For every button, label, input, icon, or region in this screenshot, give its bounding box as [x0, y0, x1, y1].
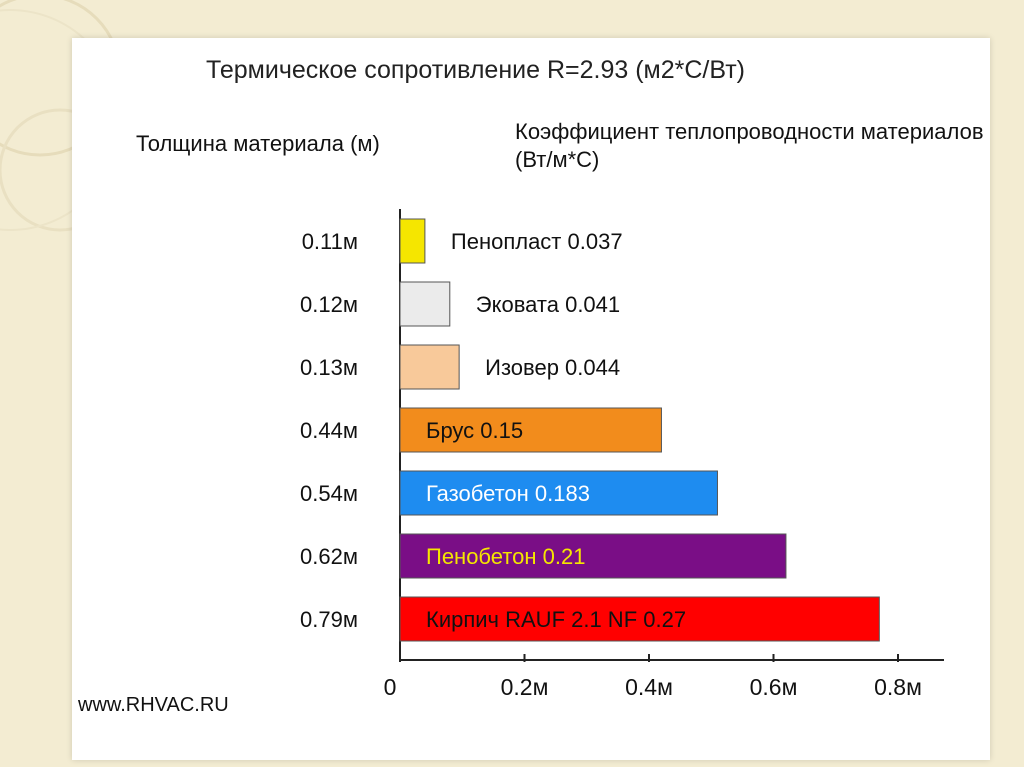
data-label: Пенобетон 0.21 — [426, 544, 585, 569]
x-tick-label: 0.4м — [625, 674, 673, 700]
bar — [399, 407, 662, 453]
bar-chart: 0 0.2м 0.4м 0.6м 0.8м 0.11м Пенопласт 0.037 0.1… — [300, 209, 944, 700]
chart-title: Термическое сопротивление R=2.93 (м2*С/В… — [206, 56, 745, 84]
coefficient-heading: Коэффициент теплопроводности материалов … — [515, 119, 984, 172]
bar — [399, 470, 718, 516]
x-tick-label: 0 — [384, 674, 397, 700]
data-label: Изовер 0.044 — [485, 355, 620, 380]
bar — [399, 218, 426, 264]
bar — [399, 344, 460, 390]
x-tick-label: 0.6м — [750, 674, 798, 700]
data-label: Газобетон 0.183 — [426, 481, 590, 506]
thickness-heading: Толщина материала (м) — [136, 131, 380, 156]
thickness-label: 0.13м — [300, 355, 358, 380]
thickness-label: 0.44м — [300, 418, 358, 443]
data-label: Эковата 0.041 — [476, 292, 620, 317]
decorative-background — [0, 0, 120, 232]
footer-url: www.RHVAC.RU — [78, 694, 229, 716]
bar — [399, 596, 880, 642]
thickness-label: 0.62м — [300, 544, 358, 569]
bar — [399, 281, 451, 327]
x-tick-label: 0.2м — [501, 674, 549, 700]
x-tick-label: 0.8м — [874, 674, 922, 700]
data-label: Кирпич RAUF 2.1 NF 0.27 — [426, 607, 686, 632]
thickness-label: 0.11м — [302, 229, 358, 254]
slide: Термическое сопротивление R=2.93 (м2*С/В… — [72, 38, 990, 760]
bar — [399, 533, 787, 579]
thickness-label: 0.12м — [300, 292, 358, 317]
thickness-label: 0.54м — [300, 481, 358, 506]
data-label: Брус 0.15 — [426, 418, 523, 443]
thickness-label: 0.79м — [300, 607, 358, 632]
data-label: Пенопласт 0.037 — [451, 229, 623, 254]
